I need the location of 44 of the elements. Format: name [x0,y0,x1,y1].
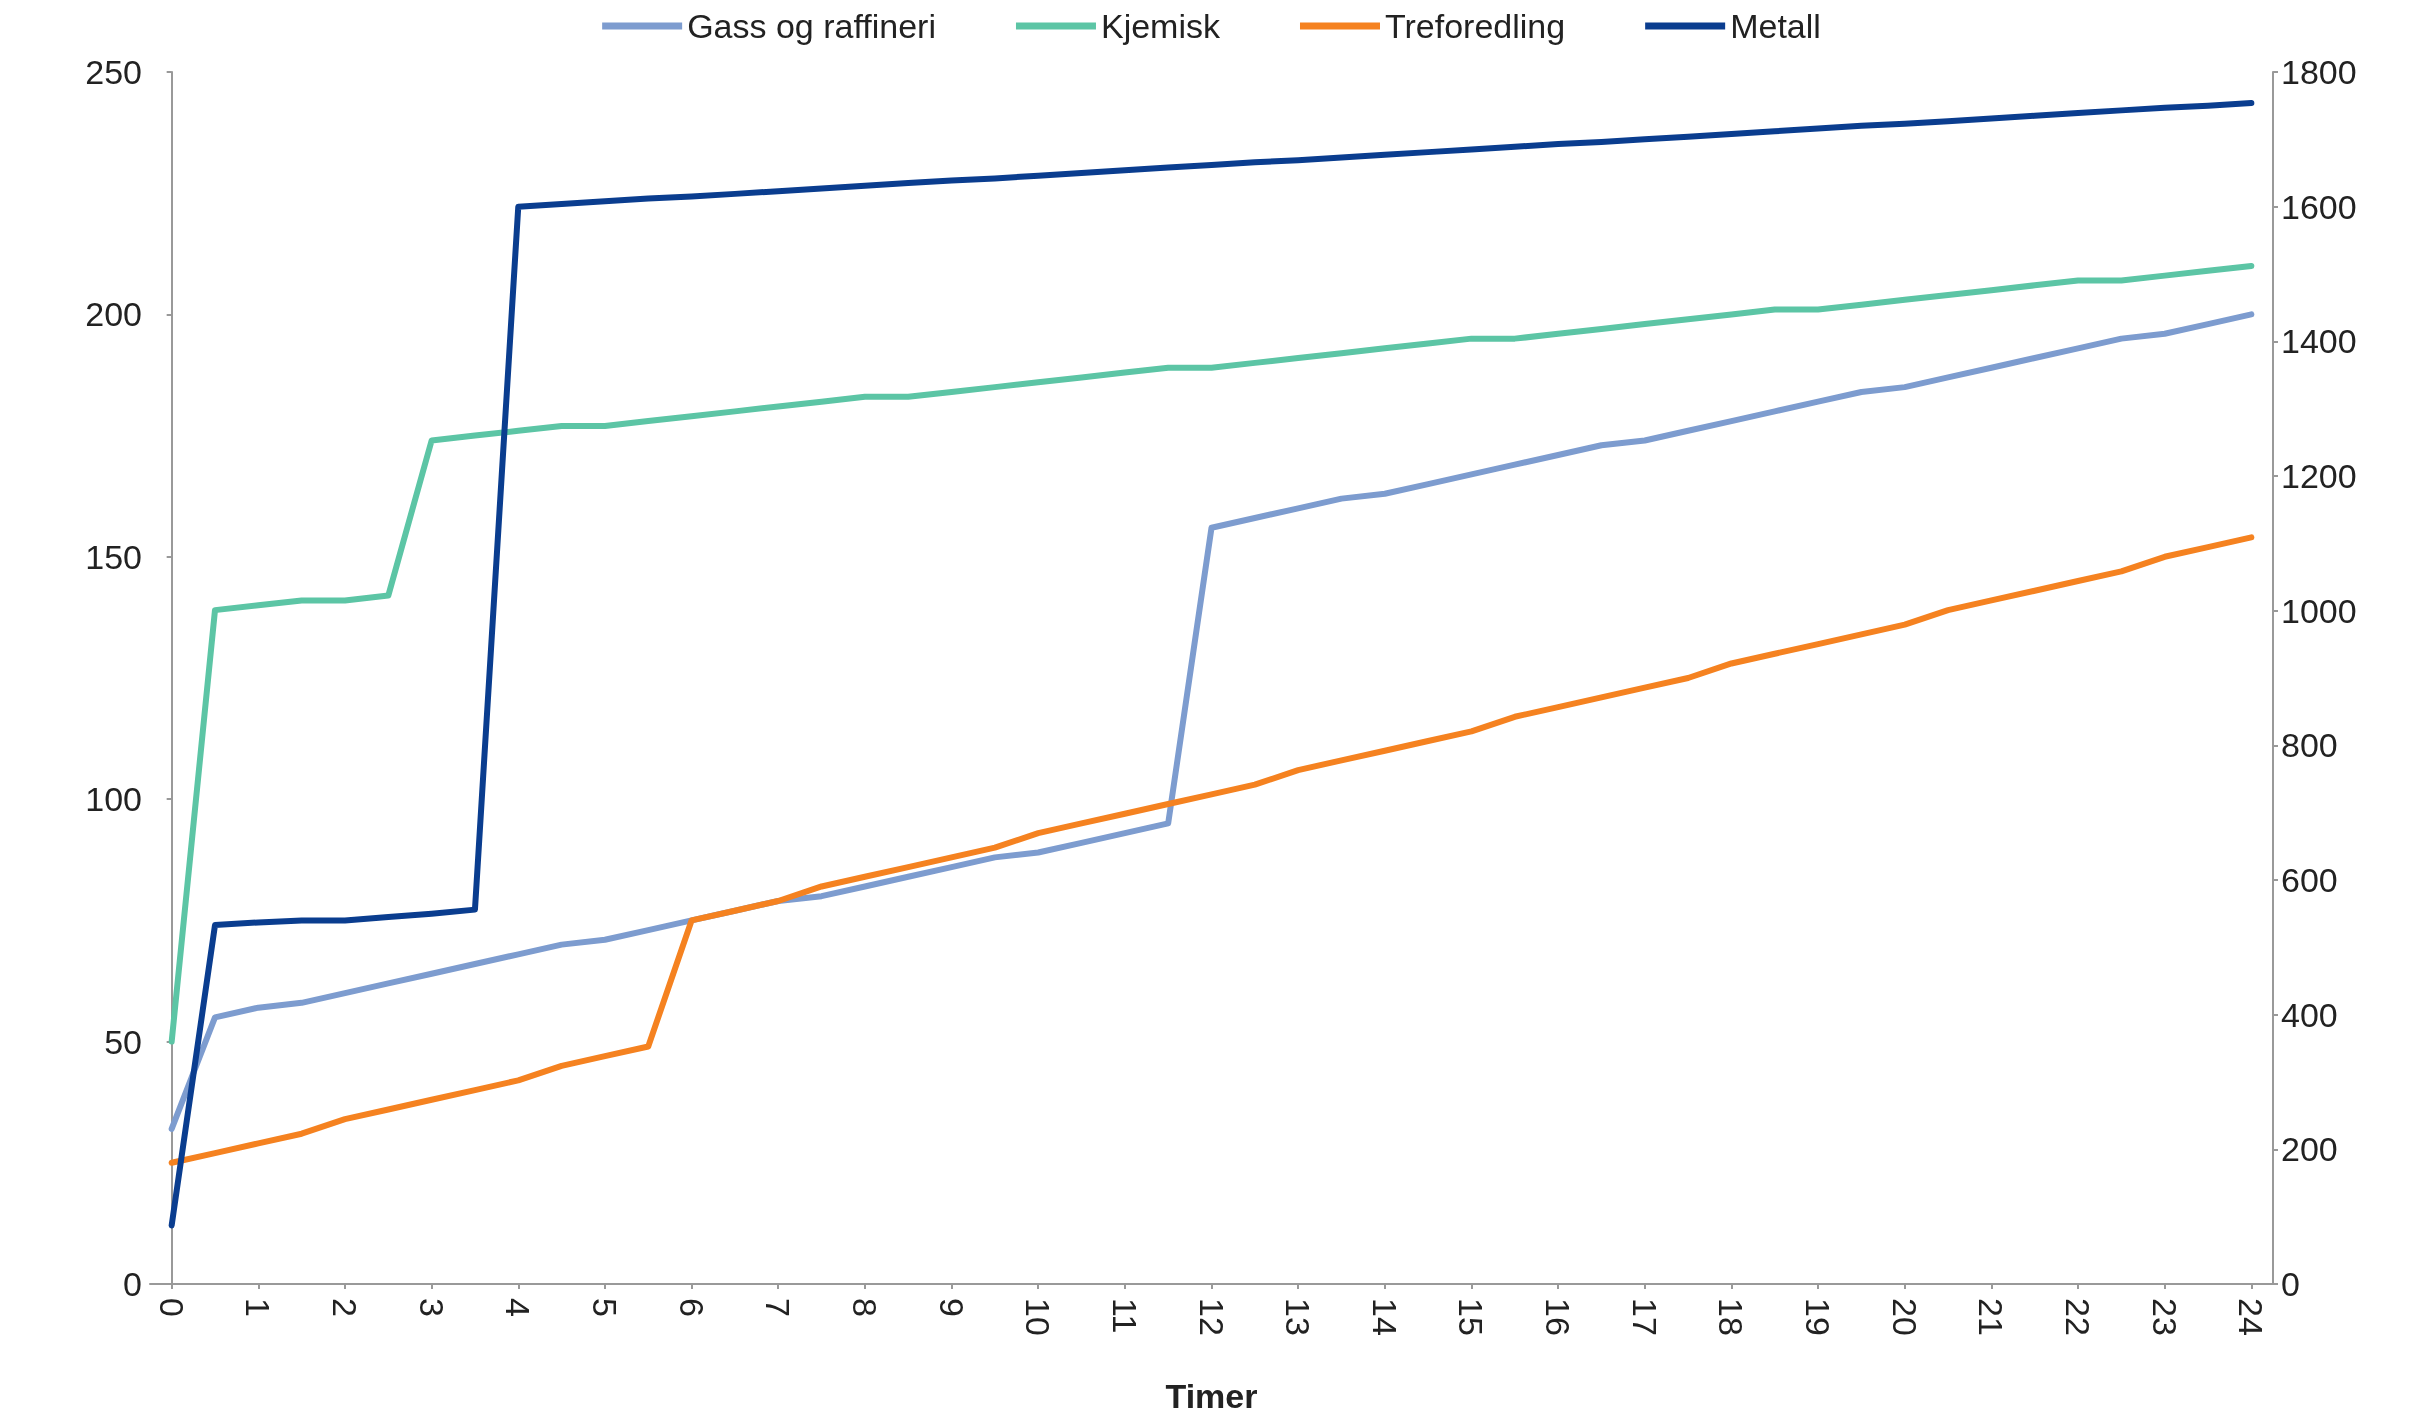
x-tick-label: 0 [152,1298,191,1317]
x-tick-label: 16 [1539,1298,1578,1336]
y2-tick-label: 1000 [2281,591,2357,630]
x-tick-label: 9 [932,1298,971,1317]
x-tick-label: 6 [672,1298,711,1317]
x-tick-label: 23 [2145,1298,2184,1336]
y2-tick-label: 600 [2281,861,2338,899]
y-tick-label: 200 [85,295,142,334]
x-tick-label: 8 [845,1298,884,1317]
x-tick-label: 5 [585,1298,624,1317]
x-tick-label: 19 [1799,1298,1838,1336]
x-tick-label: 22 [2059,1298,2098,1336]
y-tick-label: 50 [104,1022,142,1061]
x-tick-label: 20 [1885,1298,1924,1336]
x-tick-label: 14 [1365,1298,1404,1336]
x-axis-title: Timer [1165,1377,1258,1415]
x-tick-label: 15 [1452,1298,1491,1336]
y2-tick-label: 1800 [2281,53,2357,91]
y2-tick-label: 800 [2281,726,2338,765]
x-tick-label: 24 [2232,1298,2271,1336]
y2-tick-label: 1600 [2281,187,2357,226]
y2-tick-label: 1400 [2281,322,2357,361]
x-tick-label: 10 [1019,1298,1058,1336]
legend-label: Gass og raffineri [687,7,936,45]
legend-label: Treforedling [1384,7,1566,45]
y-tick-label: 100 [85,780,142,819]
x-tick-label: 2 [325,1298,364,1317]
x-tick-label: 7 [759,1298,798,1317]
y2-tick-label: 1200 [2281,457,2357,495]
x-tick-label: 4 [499,1298,538,1317]
x-tick-label: 3 [412,1298,451,1317]
x-tick-label: 11 [1105,1298,1144,1334]
x-tick-label: 1 [239,1298,278,1317]
x-tick-label: 12 [1192,1298,1231,1336]
x-tick-label: 18 [1712,1298,1751,1336]
legend-label: Kjemisk [1100,7,1221,45]
y-tick-label: 150 [85,537,142,576]
x-tick-label: 21 [1972,1298,2011,1336]
x-tick-label: 17 [1625,1298,1664,1336]
y2-tick-label: 200 [2281,1130,2338,1169]
legend-label: Metall [1730,7,1821,45]
y-tick-label: 250 [85,53,142,91]
y2-tick-label: 400 [2281,995,2338,1034]
x-tick-label: 13 [1279,1298,1318,1336]
